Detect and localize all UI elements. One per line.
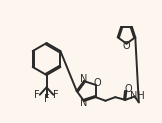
Text: F: F xyxy=(44,94,49,104)
Text: F: F xyxy=(53,90,59,100)
Text: O: O xyxy=(94,78,101,88)
Text: N: N xyxy=(80,98,88,108)
Text: O: O xyxy=(123,41,130,51)
Text: O: O xyxy=(124,84,132,94)
Text: F: F xyxy=(34,90,40,100)
Text: N: N xyxy=(80,74,88,84)
Text: NH: NH xyxy=(130,91,145,101)
